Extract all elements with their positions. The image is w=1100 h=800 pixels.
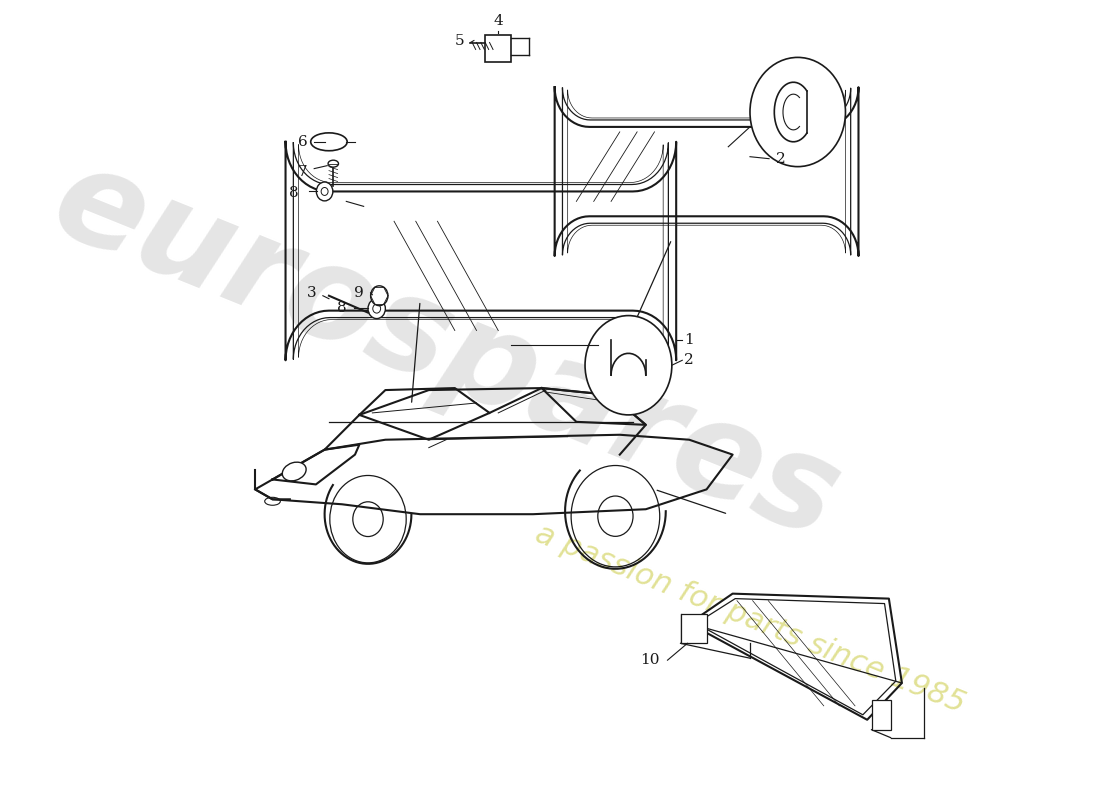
Text: 2: 2 — [776, 152, 785, 166]
Text: 1: 1 — [684, 334, 694, 347]
Circle shape — [317, 182, 333, 201]
Ellipse shape — [310, 133, 348, 150]
Text: 7: 7 — [298, 165, 308, 178]
Circle shape — [750, 58, 846, 166]
FancyBboxPatch shape — [681, 614, 706, 643]
Text: 3: 3 — [307, 286, 317, 300]
Circle shape — [321, 187, 328, 195]
Circle shape — [368, 298, 385, 318]
Text: 6: 6 — [298, 135, 308, 149]
Text: a passion for parts since 1985: a passion for parts since 1985 — [531, 518, 969, 718]
Text: 8: 8 — [338, 301, 346, 314]
Circle shape — [371, 286, 388, 306]
Ellipse shape — [283, 462, 306, 481]
Text: 4: 4 — [493, 14, 503, 28]
FancyBboxPatch shape — [871, 700, 891, 730]
FancyBboxPatch shape — [485, 34, 512, 62]
Text: 2: 2 — [684, 354, 694, 367]
Text: eurospares: eurospares — [35, 135, 857, 566]
Ellipse shape — [328, 160, 339, 167]
Text: 5: 5 — [454, 34, 464, 47]
Text: 9: 9 — [354, 286, 364, 300]
Circle shape — [585, 315, 672, 415]
Circle shape — [373, 304, 381, 313]
Text: 10: 10 — [640, 653, 660, 667]
Text: 8: 8 — [289, 186, 299, 201]
